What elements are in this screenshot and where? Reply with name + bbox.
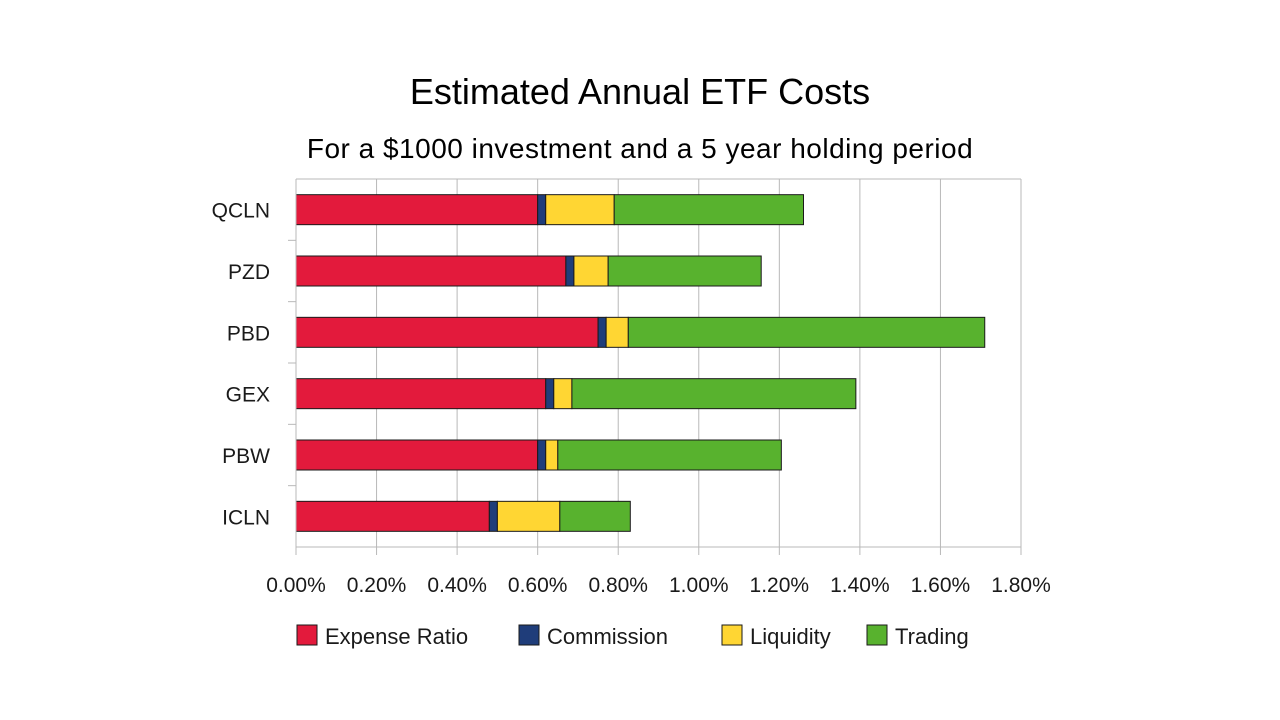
legend-swatch xyxy=(866,624,888,646)
bar-segment-commission xyxy=(597,316,607,348)
legend-swatch xyxy=(518,624,540,646)
bar-segment-trading xyxy=(557,439,782,471)
bar-segment-liquidity xyxy=(573,255,609,287)
chart-subtitle: For a $1000 investment and a 5 year hold… xyxy=(307,133,973,164)
x-tick-label: 1.40% xyxy=(830,574,890,597)
x-tick-label: 1.60% xyxy=(911,574,971,597)
bar-segment-expense-ratio xyxy=(295,255,567,287)
bar-segment-commission xyxy=(537,194,547,226)
y-tick-label: PBW xyxy=(222,445,270,468)
bar-segment-trading xyxy=(627,316,986,348)
y-tick-label: PBD xyxy=(227,322,270,345)
bar-segment-expense-ratio xyxy=(295,194,539,226)
y-tick-label: QCLN xyxy=(212,200,270,223)
y-tick-label: PZD xyxy=(228,261,270,284)
x-tick-label: 0.60% xyxy=(508,574,568,597)
bar-segment-expense-ratio xyxy=(295,500,490,532)
x-tick-label: 0.20% xyxy=(347,574,407,597)
legend-label: Expense Ratio xyxy=(325,624,468,649)
bar-segment-liquidity xyxy=(605,316,629,348)
x-tick-label: 1.20% xyxy=(750,574,810,597)
bar-segment-expense-ratio xyxy=(295,439,539,471)
bar-segment-commission xyxy=(545,378,555,410)
bar-segment-liquidity xyxy=(545,194,615,226)
x-tick-label: 0.80% xyxy=(588,574,648,597)
chart-title: Estimated Annual ETF Costs xyxy=(410,71,870,112)
bar-segment-commission xyxy=(537,439,547,471)
bar-segment-liquidity xyxy=(545,439,559,471)
bar-segment-trading xyxy=(559,500,631,532)
legend-swatch xyxy=(721,624,743,646)
bar-segment-liquidity xyxy=(496,500,561,532)
y-tick-label: GEX xyxy=(226,384,270,407)
legend-label: Liquidity xyxy=(750,624,831,649)
axis-layer: 0.00% 0.20% 0.40% 0.60% 0.80% 1.00% 1.20% 1.40%… xyxy=(212,179,1051,597)
x-tick-label: 1.00% xyxy=(669,574,729,597)
legend-label: Commission xyxy=(547,624,668,649)
bar-segment-expense-ratio xyxy=(295,316,599,348)
legend-label: Trading xyxy=(895,624,969,649)
x-tick-label: 0.40% xyxy=(427,574,487,597)
bar-segment-commission xyxy=(565,255,575,287)
bar-segment-trading xyxy=(607,255,762,287)
x-tick-label: 0.00% xyxy=(266,574,326,597)
legend-swatch xyxy=(296,624,318,646)
bar-segment-expense-ratio xyxy=(295,378,547,410)
bar-segment-trading xyxy=(613,194,805,226)
y-tick-label: ICLN xyxy=(222,506,270,529)
legend: Expense Ratio Commission Liquidity Trading xyxy=(296,624,969,649)
x-tick-label: 1.80% xyxy=(991,574,1051,597)
bar-segment-commission xyxy=(488,500,498,532)
bar-segment-liquidity xyxy=(553,378,573,410)
grid-layer xyxy=(295,178,1022,547)
bars-layer xyxy=(295,194,986,532)
bar-segment-trading xyxy=(571,378,857,410)
